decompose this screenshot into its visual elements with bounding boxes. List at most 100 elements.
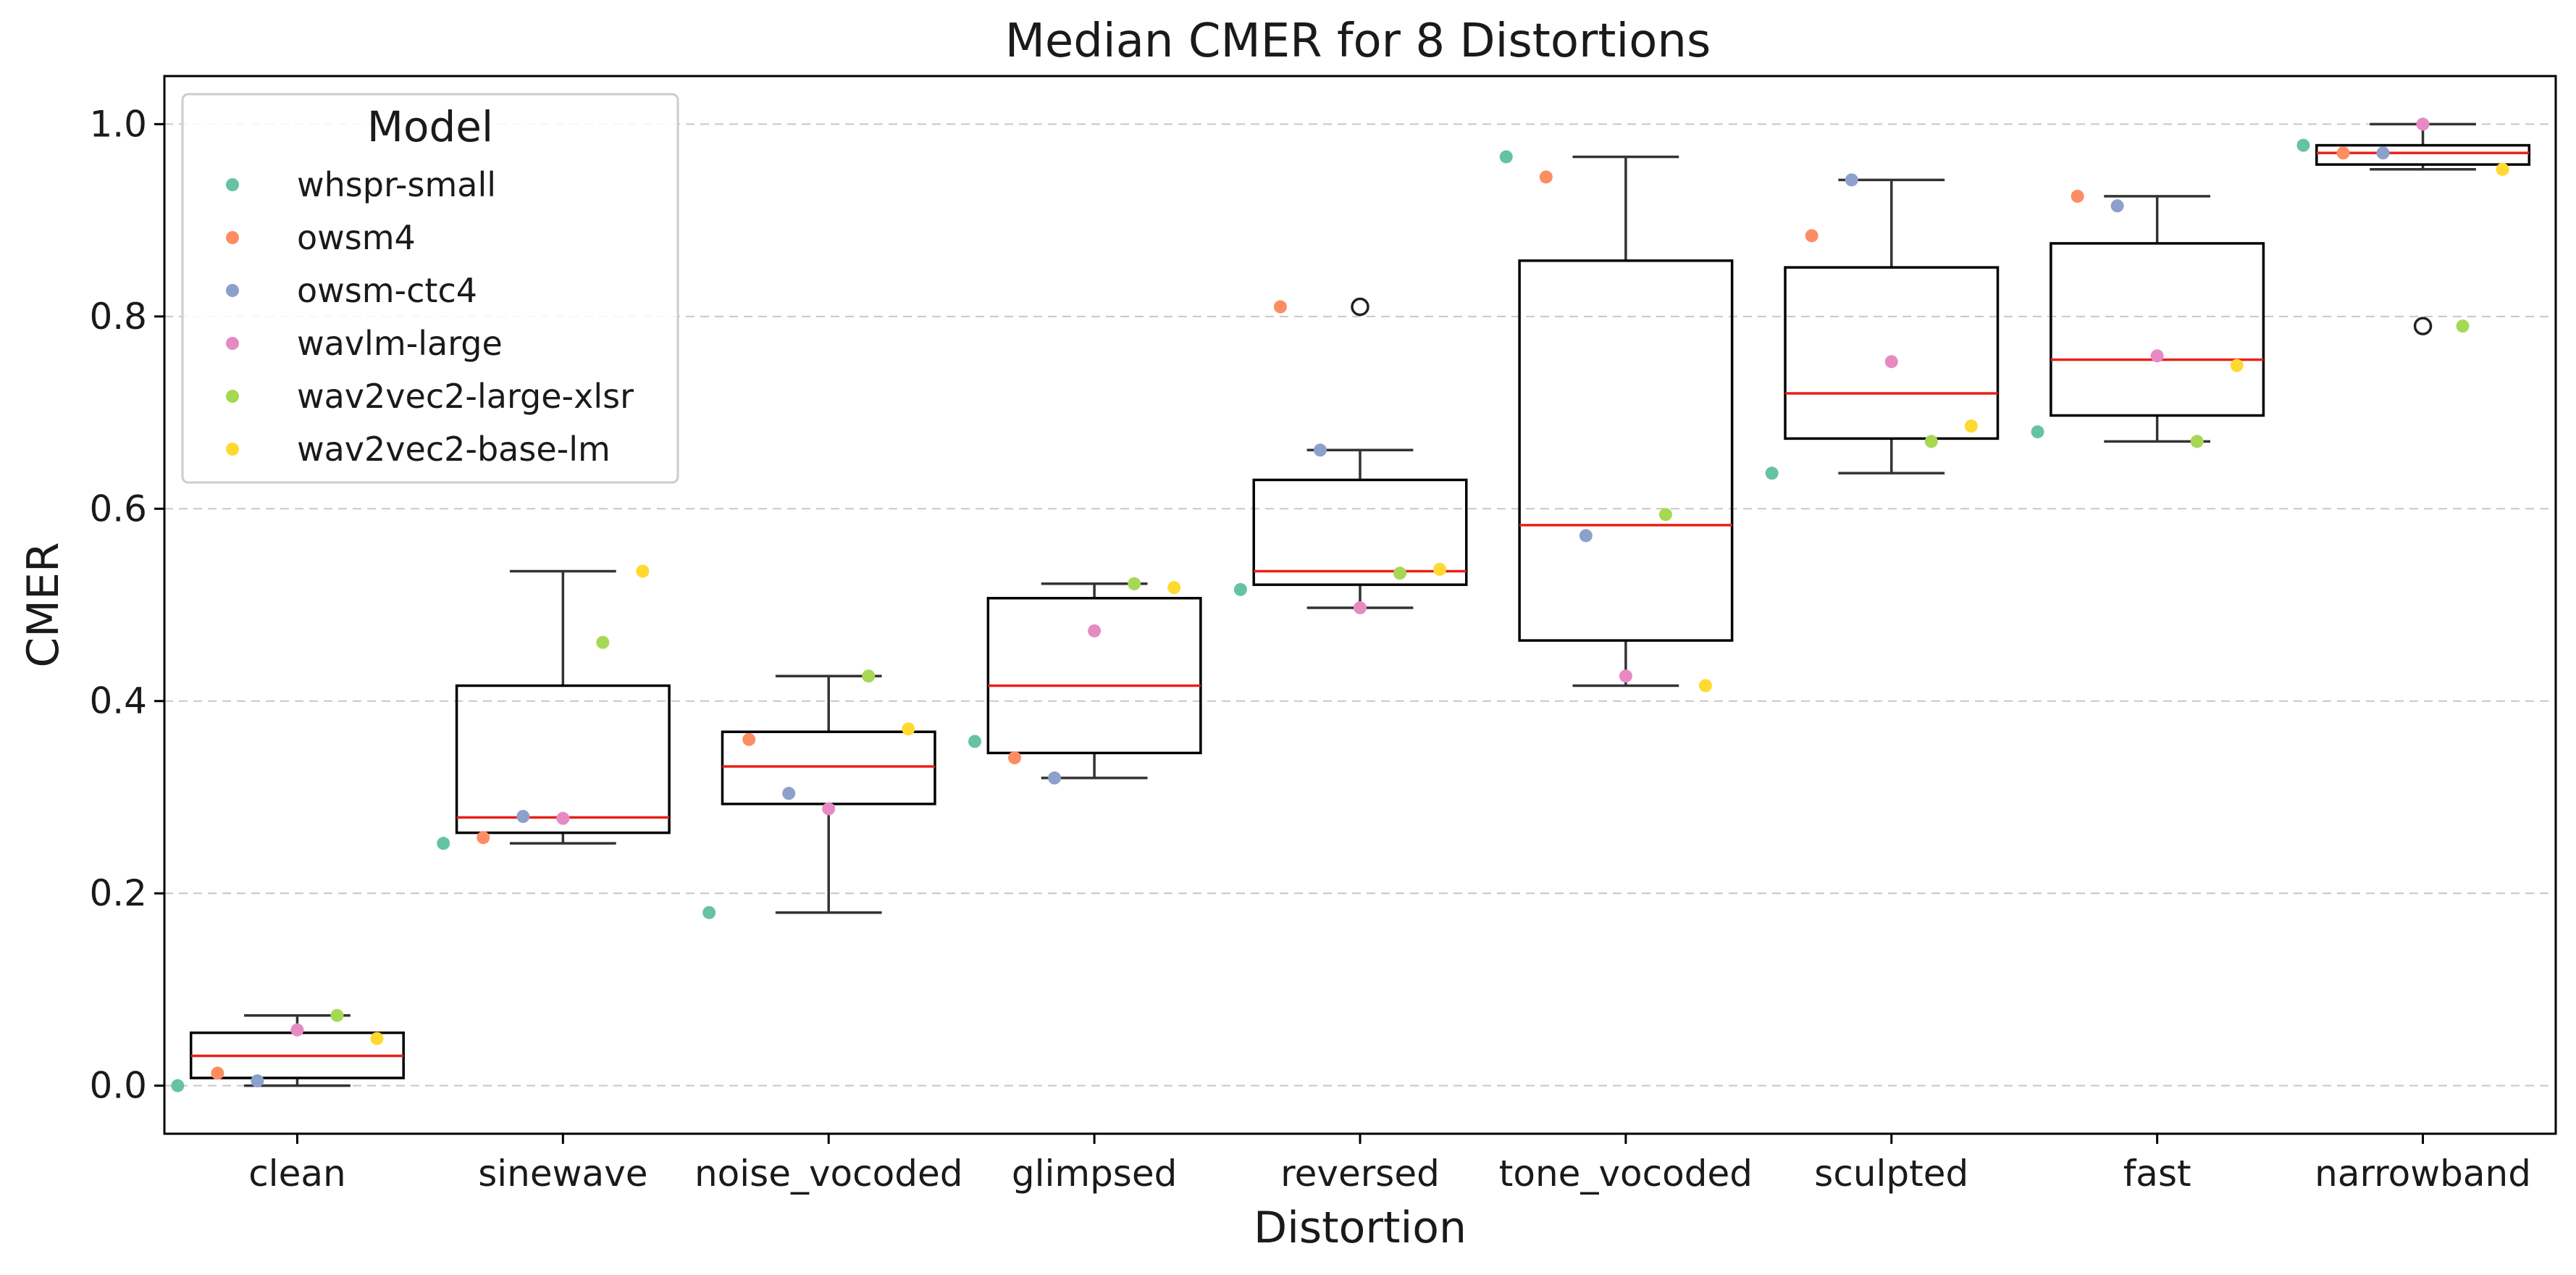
- data-point: [2110, 199, 2124, 213]
- data-point: [1964, 419, 1978, 433]
- x-tick-label: reversed: [1280, 1153, 1440, 1195]
- data-point: [968, 735, 982, 748]
- data-point: [171, 1079, 185, 1092]
- y-tick-label: 0.4: [89, 680, 147, 722]
- data-point: [1845, 173, 1858, 187]
- legend-marker: [226, 178, 239, 191]
- y-tick-label: 0.6: [89, 488, 147, 530]
- box: [1518, 259, 1734, 642]
- data-point: [1167, 581, 1181, 595]
- y-tick-label: 0.2: [89, 872, 147, 914]
- data-point: [330, 1008, 344, 1022]
- data-point: [782, 787, 796, 800]
- data-point: [1619, 669, 1632, 683]
- x-tick-label: sculpted: [1814, 1153, 1968, 1195]
- data-point: [1765, 467, 1779, 480]
- legend-frame: [181, 93, 679, 484]
- data-point: [2456, 319, 2470, 333]
- data-point: [2190, 435, 2204, 448]
- data-point: [1393, 567, 1407, 580]
- y-axis-label: CMER: [18, 542, 69, 667]
- outlier: [2413, 317, 2433, 335]
- box: [455, 684, 671, 835]
- data-point: [1499, 150, 1513, 164]
- chart-title: Median CMER for 8 Distortions: [1005, 14, 1711, 68]
- data-point: [251, 1074, 264, 1087]
- data-point: [516, 810, 530, 823]
- box: [2050, 242, 2265, 417]
- data-point: [2496, 162, 2509, 176]
- y-tick-label: 0.8: [89, 296, 147, 338]
- data-point: [2230, 359, 2244, 372]
- legend-label: wav2vec2-base-lm: [297, 430, 611, 469]
- data-point: [596, 635, 610, 649]
- data-point: [2336, 146, 2350, 160]
- data-point: [370, 1032, 384, 1045]
- data-point: [862, 669, 876, 683]
- data-point: [2296, 138, 2310, 152]
- legend-marker: [226, 284, 239, 297]
- data-point: [1273, 300, 1287, 314]
- data-point: [636, 564, 650, 578]
- x-tick-label: narrowband: [2315, 1153, 2531, 1195]
- data-point: [822, 802, 836, 816]
- x-tick-label: noise_vocoded: [695, 1153, 962, 1195]
- data-points: [171, 117, 2509, 1092]
- x-tick-label: sinewave: [478, 1153, 647, 1195]
- data-point: [2150, 349, 2164, 363]
- data-point: [1008, 751, 1022, 765]
- legend-label: wav2vec2-large-xlsr: [297, 377, 634, 416]
- data-point: [1233, 582, 1247, 596]
- legend-marker: [226, 443, 239, 456]
- data-point: [1924, 435, 1938, 448]
- box: [2315, 143, 2531, 166]
- y-axis-ticks: 0.0 0.2 0.4 0.6 0.8 1.0: [89, 103, 164, 1107]
- legend-marker: [226, 231, 239, 244]
- legend-label: owsm4: [297, 218, 416, 257]
- x-tick-label: tone_vocoded: [1499, 1153, 1753, 1195]
- data-point: [1884, 355, 1898, 369]
- data-point: [1433, 562, 1447, 576]
- data-point: [2031, 425, 2044, 439]
- data-point: [2071, 189, 2084, 203]
- box: [1252, 478, 1468, 586]
- data-point: [477, 831, 490, 845]
- data-point: [1579, 529, 1593, 543]
- data-point: [1088, 624, 1102, 638]
- data-point: [1805, 229, 1818, 243]
- data-point: [1048, 771, 1062, 785]
- data-point: [2416, 117, 2430, 131]
- box-elements: [189, 122, 2531, 1087]
- data-point: [2376, 146, 2390, 160]
- legend-title: Model: [367, 102, 493, 151]
- data-point: [1658, 508, 1672, 522]
- data-point: [1354, 601, 1367, 614]
- data-point: [211, 1066, 225, 1080]
- x-tick-label: glimpsed: [1012, 1153, 1178, 1195]
- data-point: [702, 906, 716, 919]
- legend-marker: [226, 390, 239, 403]
- legend-label: wavlm-large: [297, 324, 503, 363]
- data-point: [1698, 679, 1712, 693]
- x-tick-label: fast: [2123, 1153, 2191, 1195]
- legend-marker: [226, 337, 239, 350]
- data-point: [742, 732, 756, 746]
- data-point: [437, 837, 450, 850]
- legend-label: owsm-ctc4: [297, 271, 477, 310]
- data-point: [556, 811, 570, 825]
- legend-label: whspr-small: [297, 165, 496, 204]
- y-tick-label: 0.0: [89, 1065, 147, 1107]
- box: [1784, 266, 2000, 440]
- x-tick-label: clean: [248, 1153, 345, 1195]
- x-axis-ticks: clean sinewave noise_vocoded glimpsed revers…: [248, 1134, 2531, 1195]
- data-point: [290, 1023, 304, 1037]
- box: [986, 596, 1202, 755]
- data-point: [1539, 170, 1553, 184]
- x-axis-label: Distortion: [1254, 1203, 1467, 1253]
- data-point: [902, 722, 915, 736]
- data-point: [1313, 443, 1327, 457]
- outlier: [1351, 297, 1369, 317]
- data-point: [1128, 577, 1141, 590]
- legend: Model whspr-small owsm4 owsm-ctc4 wavlm-lar…: [181, 93, 679, 484]
